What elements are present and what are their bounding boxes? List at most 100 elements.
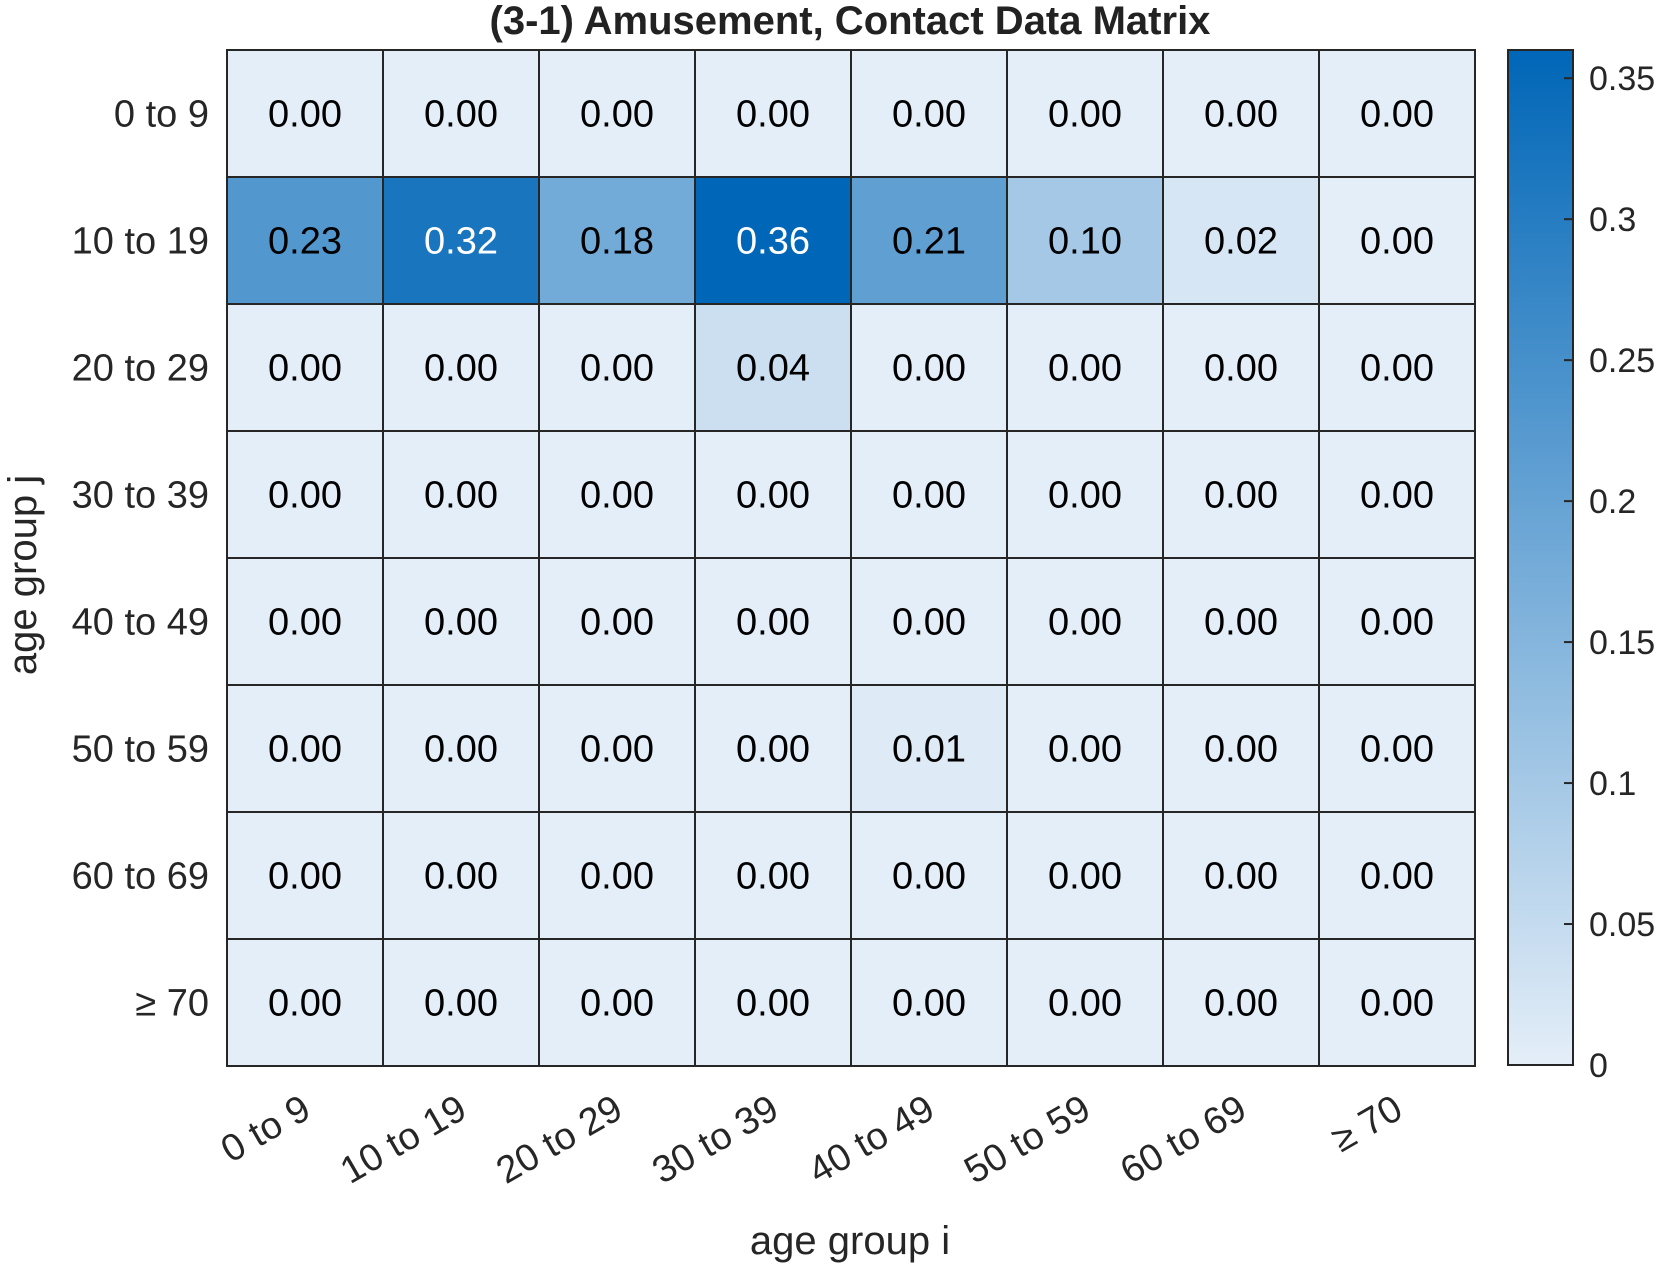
heatmap-cell	[850, 811, 1008, 940]
heatmap-cell	[1006, 176, 1164, 305]
heatmap-cell	[1162, 684, 1320, 813]
heatmap-cell	[1162, 430, 1320, 559]
heatmap-cell	[538, 430, 696, 559]
heatmap-cell	[850, 303, 1008, 432]
cell-value-label: 0.00	[1204, 729, 1278, 771]
heatmap-cell	[1006, 811, 1164, 940]
heatmap-cell	[694, 557, 852, 686]
cell-value-label: 0.00	[580, 348, 654, 390]
colorbar-tick-label: 0.05	[1589, 906, 1655, 944]
cell-value-label: 0.00	[1048, 94, 1122, 136]
cell-value-label: 0.00	[268, 602, 342, 644]
cell-value-label: 0.00	[268, 856, 342, 898]
cell-value-label: 0.00	[580, 602, 654, 644]
heatmap-cell	[226, 811, 384, 940]
cell-value-label: 0.00	[424, 729, 498, 771]
heatmap-cell	[226, 938, 384, 1067]
y-tick-label: 0 to 9	[114, 94, 209, 136]
cell-value-label: 0.00	[1204, 475, 1278, 517]
cell-value-label: 0.00	[736, 94, 810, 136]
cell-value-label: 0.00	[1204, 983, 1278, 1025]
cell-value-label: 0.00	[1360, 856, 1434, 898]
colorbar-tick-label: 0.3	[1589, 201, 1636, 239]
cell-value-label: 0.36	[736, 221, 810, 263]
heatmap-cell	[694, 303, 852, 432]
cell-value-label: 0.00	[1204, 856, 1278, 898]
cell-value-label: 0.00	[580, 983, 654, 1025]
cell-value-labels: 0.00 0.00 0.00 0.00 0.00 0.00 0.00 0.00 0.23 0.32…	[268, 94, 1434, 1025]
y-tick-labels: 0 to 9 10 to 19 20 to 29 30 to 39 40 to 49 50…	[72, 94, 209, 1025]
cell-value-label: 0.00	[736, 983, 810, 1025]
x-axis-label: age group i	[750, 1219, 950, 1263]
x-tick-label: 20 to 29	[490, 1087, 630, 1192]
cell-value-label: 0.00	[268, 94, 342, 136]
heatmap-cell	[850, 684, 1008, 813]
heatmap-cell	[1318, 557, 1476, 686]
colorbar-tick-label: 0.2	[1589, 483, 1636, 521]
cell-value-label: 0.00	[268, 983, 342, 1025]
cell-value-label: 0.10	[1048, 221, 1122, 263]
y-tick-label: ≥ 70	[135, 983, 209, 1025]
cell-value-label: 0.00	[268, 729, 342, 771]
heatmap-cell	[538, 303, 696, 432]
heatmap-cell	[1318, 303, 1476, 432]
cell-value-label: 0.00	[1048, 475, 1122, 517]
heatmap-cell	[1318, 49, 1476, 178]
heatmap-cell	[1006, 49, 1164, 178]
y-tick-label: 20 to 29	[72, 348, 209, 390]
heatmap-cell	[382, 684, 540, 813]
x-tick-label: 50 to 59	[958, 1087, 1098, 1192]
x-tick-label: 60 to 69	[1114, 1087, 1254, 1192]
heatmap-cell	[226, 303, 384, 432]
y-axis-label: age group j	[1, 475, 45, 675]
cell-value-label: 0.00	[424, 94, 498, 136]
cell-value-label: 0.00	[892, 602, 966, 644]
cell-value-label: 0.01	[892, 729, 966, 771]
heatmap-cell	[850, 430, 1008, 559]
heatmap-cell	[538, 49, 696, 178]
cell-value-label: 0.21	[892, 221, 966, 263]
cell-value-label: 0.00	[892, 983, 966, 1025]
cell-value-label: 0.00	[736, 602, 810, 644]
heatmap-cells	[226, 49, 1476, 1067]
y-tick-label: 30 to 39	[72, 475, 209, 517]
y-tick-label: 10 to 19	[72, 221, 209, 263]
heatmap-cell	[382, 303, 540, 432]
colorbar-tick-label: 0.1	[1589, 765, 1636, 803]
chart-title: (3-1) Amusement, Contact Data Matrix	[490, 0, 1211, 43]
colorbar	[1507, 49, 1574, 1066]
cell-value-label: 0.00	[1048, 983, 1122, 1025]
cell-value-label: 0.00	[1204, 94, 1278, 136]
cell-value-label: 0.00	[1048, 729, 1122, 771]
heatmap-cell	[538, 811, 696, 940]
x-tick-labels: 0 to 9 10 to 19 20 to 29 30 to 39 40 to 49 50…	[214, 1087, 1409, 1192]
cell-value-label: 0.00	[424, 856, 498, 898]
x-tick-label: ≥ 70	[1325, 1087, 1410, 1160]
cell-value-label: 0.00	[580, 856, 654, 898]
cell-value-label: 0.00	[580, 729, 654, 771]
cell-value-label: 0.00	[736, 729, 810, 771]
cell-value-label: 0.00	[1360, 729, 1434, 771]
cell-value-label: 0.02	[1204, 221, 1278, 263]
heatmap-cell	[1318, 176, 1476, 305]
colorbar-tick-label: 0.35	[1589, 60, 1655, 98]
heatmap-cell	[850, 938, 1008, 1067]
cell-value-label: 0.00	[892, 94, 966, 136]
cell-value-label: 0.00	[268, 475, 342, 517]
x-tick-label: 40 to 49	[802, 1087, 942, 1192]
heatmap-cell	[226, 430, 384, 559]
cell-value-label: 0.00	[1048, 602, 1122, 644]
heatmap-cell	[538, 684, 696, 813]
cell-value-label: 0.00	[424, 983, 498, 1025]
heatmap-cell	[1318, 811, 1476, 940]
cell-value-label: 0.00	[736, 856, 810, 898]
heatmap-cell	[1006, 684, 1164, 813]
colorbar-ticks: 0 0.05 0.1 0.15 0.2 0.25 0.3 0.35	[1564, 60, 1655, 1085]
heatmap-cell	[1162, 557, 1320, 686]
colorbar-tick-label: 0.15	[1589, 624, 1655, 662]
cell-value-label: 0.04	[736, 348, 810, 390]
y-tick-label: 60 to 69	[72, 856, 209, 898]
x-tick-label: 0 to 9	[214, 1087, 317, 1171]
heatmap-cell	[1318, 938, 1476, 1067]
